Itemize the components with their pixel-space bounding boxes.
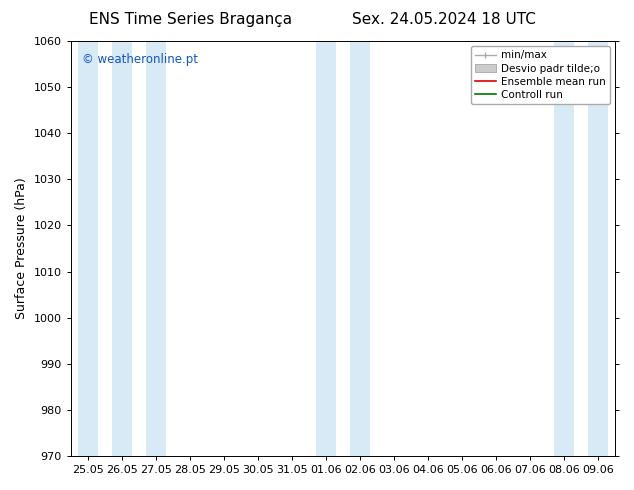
Bar	[349, 41, 370, 456]
Text: ENS Time Series Bragança: ENS Time Series Bragança	[89, 12, 292, 27]
Bar	[553, 41, 574, 456]
Bar	[112, 41, 132, 456]
Bar	[588, 41, 608, 456]
Bar	[146, 41, 166, 456]
Bar	[316, 41, 336, 456]
Bar	[77, 41, 98, 456]
Y-axis label: Surface Pressure (hPa): Surface Pressure (hPa)	[15, 178, 28, 319]
Legend: min/max, Desvio padr tilde;o, Ensemble mean run, Controll run: min/max, Desvio padr tilde;o, Ensemble m…	[470, 46, 610, 104]
Text: Sex. 24.05.2024 18 UTC: Sex. 24.05.2024 18 UTC	[352, 12, 536, 27]
Text: © weatheronline.pt: © weatheronline.pt	[82, 53, 198, 67]
